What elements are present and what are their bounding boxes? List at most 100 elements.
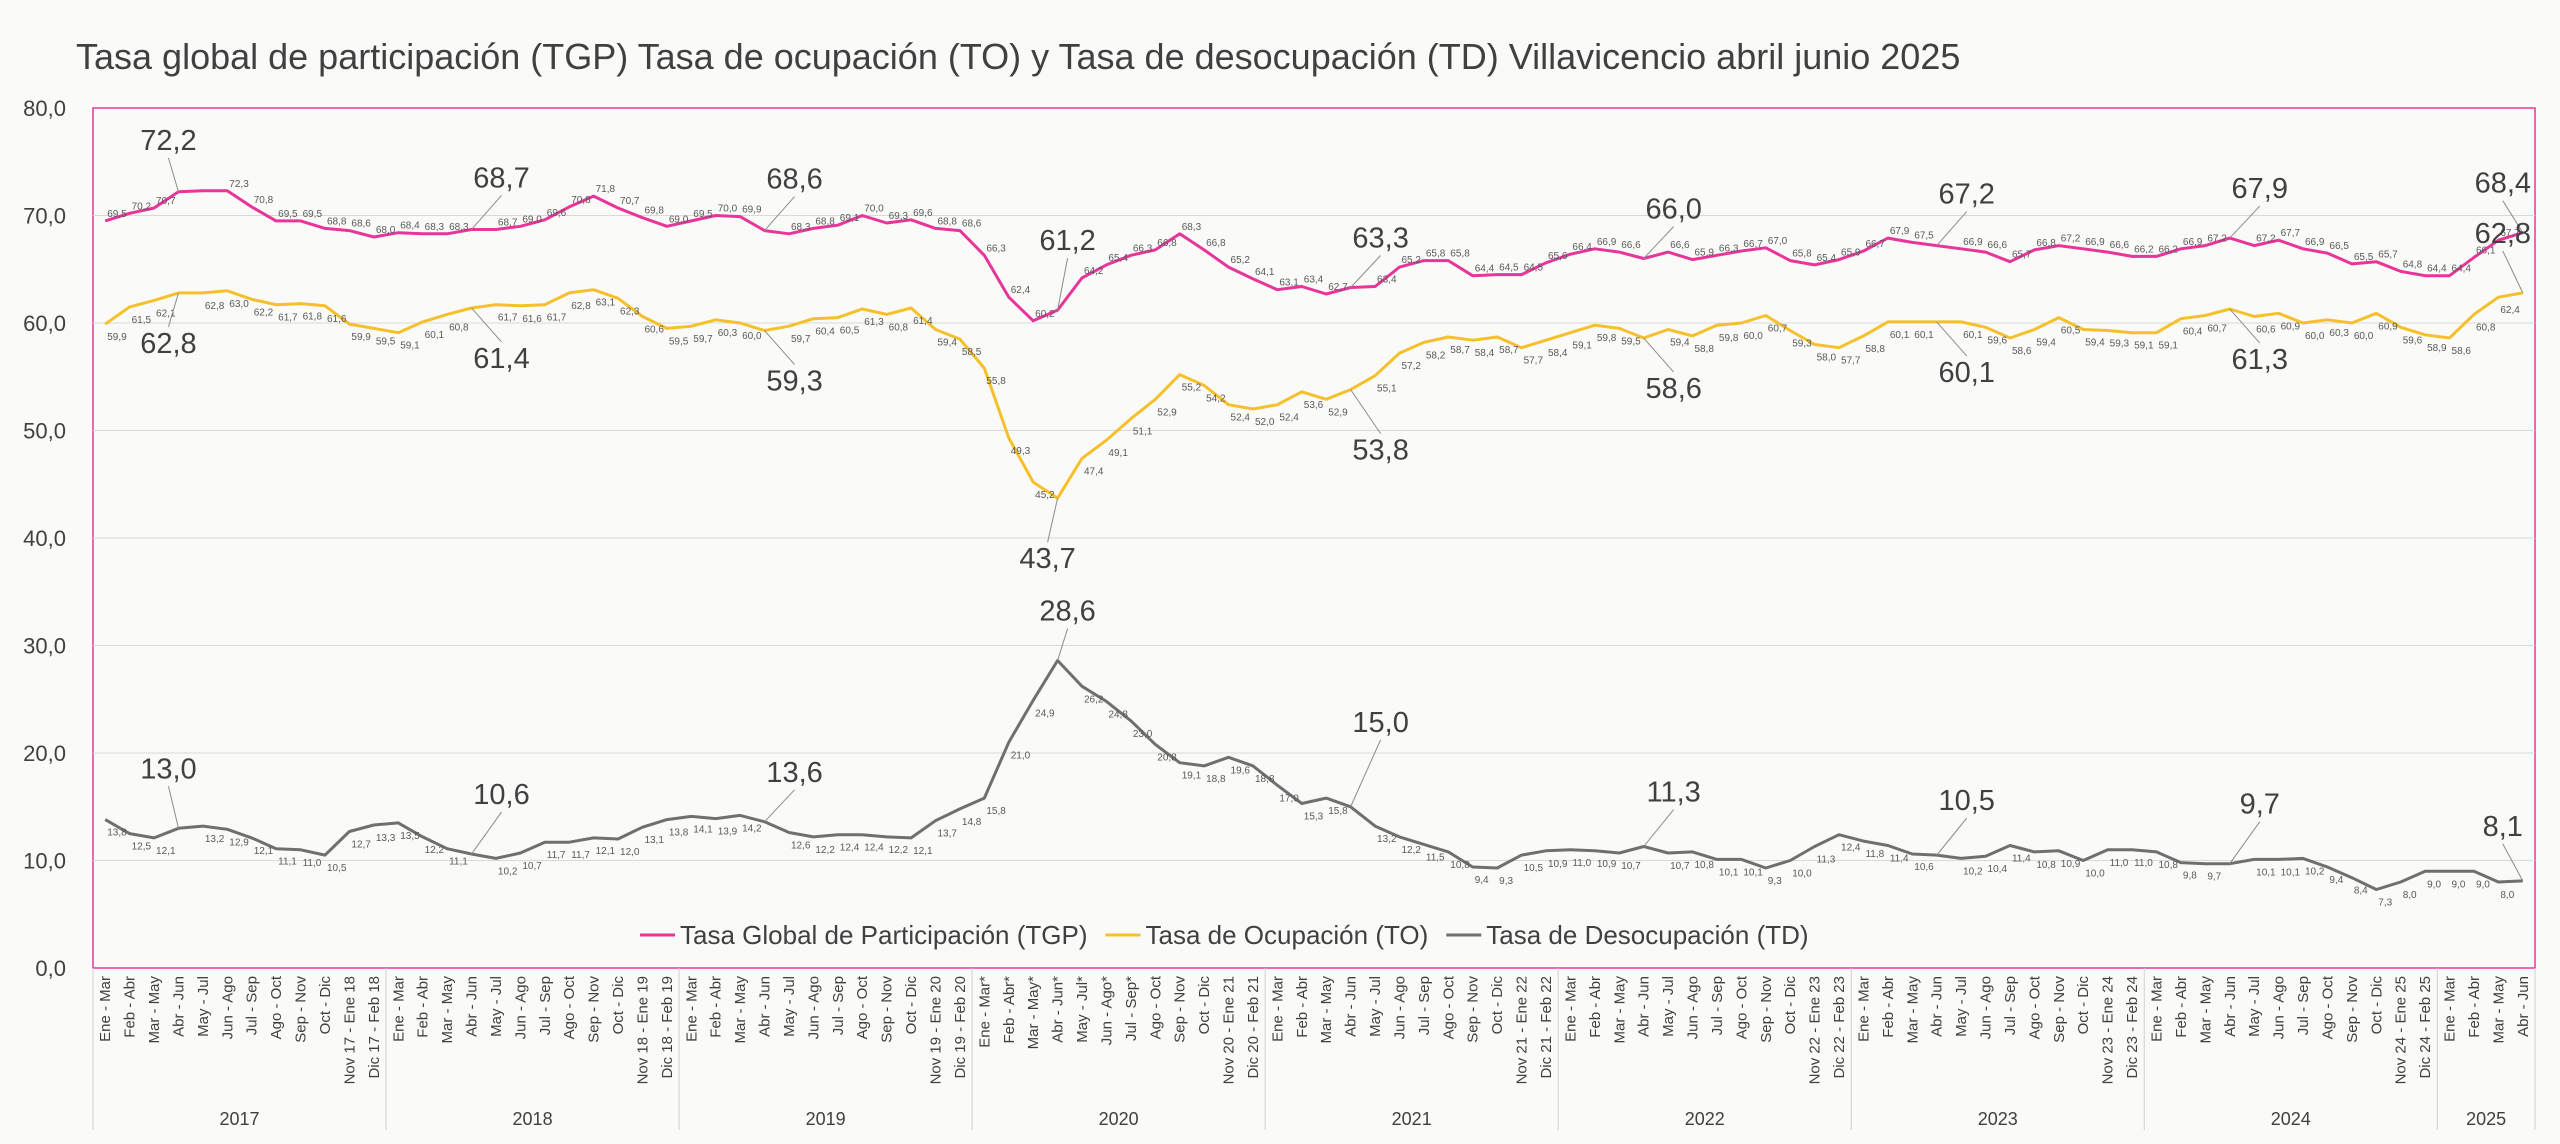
- data-label: 65,6: [1548, 251, 1568, 262]
- x-tick-label: Nov 22 - Ene 23: [1807, 976, 1824, 1084]
- data-label: 54,2: [1206, 393, 1226, 404]
- data-label: 66,6: [2110, 240, 2130, 251]
- leader-line: [764, 196, 795, 231]
- data-label: 70,2: [132, 201, 152, 212]
- leader-line: [2229, 205, 2261, 239]
- data-label: 11,1: [449, 857, 468, 868]
- data-label: 60,8: [2476, 322, 2496, 333]
- data-label: 65,9: [1841, 248, 1861, 259]
- x-tick-label: Dic 21 - Feb 22: [1538, 976, 1555, 1079]
- data-label: 9,7: [2207, 872, 2221, 883]
- x-tick-label: Ago - Oct: [2026, 975, 2043, 1039]
- data-label: 15,8: [986, 806, 1006, 817]
- data-label: 62,4: [1011, 285, 1031, 296]
- data-label: 62,3: [620, 306, 640, 317]
- highlight-label: 72,2: [140, 125, 196, 157]
- data-label: 64,2: [1084, 266, 1104, 277]
- data-label: 10,1: [1743, 867, 1763, 878]
- leader-line: [471, 811, 502, 855]
- data-label: 7,3: [2378, 898, 2392, 909]
- x-tick-label: Ene - Mar: [2442, 976, 2459, 1042]
- x-tick-label: Abr - Jun: [464, 976, 481, 1037]
- x-tick-label: Oct - Dic: [1196, 976, 1213, 1035]
- x-tick-label: Oct - Dic: [610, 976, 627, 1035]
- x-tick-label: Abr - Jun: [757, 976, 774, 1037]
- data-label: 64,4: [1475, 264, 1495, 275]
- highlight-label: 58,6: [1645, 373, 1701, 405]
- data-label: 59,6: [1988, 335, 2008, 346]
- data-label: 13,1: [644, 835, 664, 846]
- highlight-label: 10,5: [1938, 785, 1994, 817]
- data-label: 68,3: [449, 222, 469, 233]
- data-label: 70,0: [864, 204, 884, 215]
- data-label: 64,1: [1255, 267, 1275, 278]
- data-label: 59,6: [2403, 335, 2423, 346]
- x-tick-label: Abr - Jun: [2515, 976, 2532, 1037]
- legend-entry: Tasa de Ocupación (TO): [1146, 920, 1429, 950]
- highlight-label: 67,9: [2232, 173, 2288, 205]
- data-label: 65,4: [1817, 253, 1837, 264]
- x-tick-label: Ene - Mar: [97, 976, 114, 1042]
- data-label: 59,4: [937, 337, 957, 348]
- year-label: 2019: [806, 1109, 846, 1129]
- data-label: 63,1: [596, 298, 616, 309]
- x-tick-label: Jun - Ago: [1391, 976, 1408, 1039]
- x-tick-label: May - Jul: [2246, 976, 2263, 1037]
- data-label: 14,8: [962, 817, 982, 828]
- data-label: 60,7: [2207, 323, 2227, 334]
- highlight-label: 59,3: [766, 366, 822, 398]
- highlight-label: 9,7: [2240, 789, 2280, 821]
- data-label: 10,8: [2158, 860, 2178, 871]
- data-label: 68,4: [400, 221, 420, 232]
- x-tick-label: Ene - Mar: [683, 976, 700, 1042]
- data-label: 14,2: [742, 823, 762, 834]
- data-label: 52,0: [1255, 417, 1275, 428]
- data-label: 69,9: [742, 205, 762, 216]
- data-label: 11,0: [1572, 858, 1591, 869]
- data-label: 67,5: [1914, 230, 1934, 241]
- data-label: 11,0: [2110, 858, 2129, 869]
- x-tick-label: Jun - Ago: [512, 976, 529, 1039]
- data-label: 13,2: [205, 834, 225, 845]
- x-tick-label: Feb - Abr: [708, 976, 725, 1038]
- data-label: 10,0: [2085, 869, 2105, 880]
- data-label: 66,9: [1963, 237, 1983, 248]
- x-tick-label: Mar - May: [1611, 976, 1628, 1044]
- x-tick-label: Oct - Dic: [2368, 976, 2385, 1035]
- data-label: 63,1: [1279, 278, 1299, 289]
- x-tick-label: Oct - Dic: [1782, 976, 1799, 1035]
- data-label: 60,8: [889, 322, 909, 333]
- data-label: 69,3: [889, 211, 909, 222]
- x-tick-label: Mar - May: [439, 976, 456, 1044]
- data-label: 58,8: [1865, 344, 1885, 355]
- legend-entry: Tasa Global de Participación (TGP): [680, 920, 1088, 950]
- data-label: 63,0: [229, 299, 249, 310]
- leader-line: [1643, 809, 1675, 847]
- data-label: 60,7: [1768, 323, 1788, 334]
- x-tick-label: Feb - Abr: [1294, 976, 1311, 1038]
- data-label: 71,8: [596, 184, 616, 195]
- data-label: 67,2: [2061, 234, 2081, 245]
- data-label: 62,8: [205, 301, 225, 312]
- leader-line: [1643, 337, 1675, 373]
- data-label: 70,8: [571, 195, 591, 206]
- data-label: 10,0: [1792, 869, 1812, 880]
- data-label: 12,1: [596, 846, 616, 857]
- data-label: 10,8: [2036, 860, 2056, 871]
- x-tick-label: Jun - Ago*: [1098, 976, 1115, 1045]
- x-tick-label: Nov 19 - Ene 20: [927, 976, 944, 1084]
- data-label: 58,6: [2452, 346, 2472, 357]
- highlight-label: 8,1: [2483, 811, 2523, 843]
- data-label: 13,8: [107, 828, 127, 839]
- data-label: 61,3: [864, 317, 884, 328]
- data-label: 62,1: [156, 308, 176, 319]
- data-label: 60,0: [742, 331, 762, 342]
- data-label: 12,2: [889, 845, 909, 856]
- data-label: 19,6: [1231, 765, 1251, 776]
- x-tick-label: Abr - Jun: [1636, 976, 1653, 1037]
- data-label: 9,8: [2183, 871, 2197, 882]
- x-tick-label: Feb - Abr*: [1001, 976, 1018, 1044]
- x-tick-label: Ene - Mar: [2148, 976, 2165, 1042]
- data-label: 68,6: [962, 219, 982, 230]
- data-label: 62,2: [254, 307, 274, 318]
